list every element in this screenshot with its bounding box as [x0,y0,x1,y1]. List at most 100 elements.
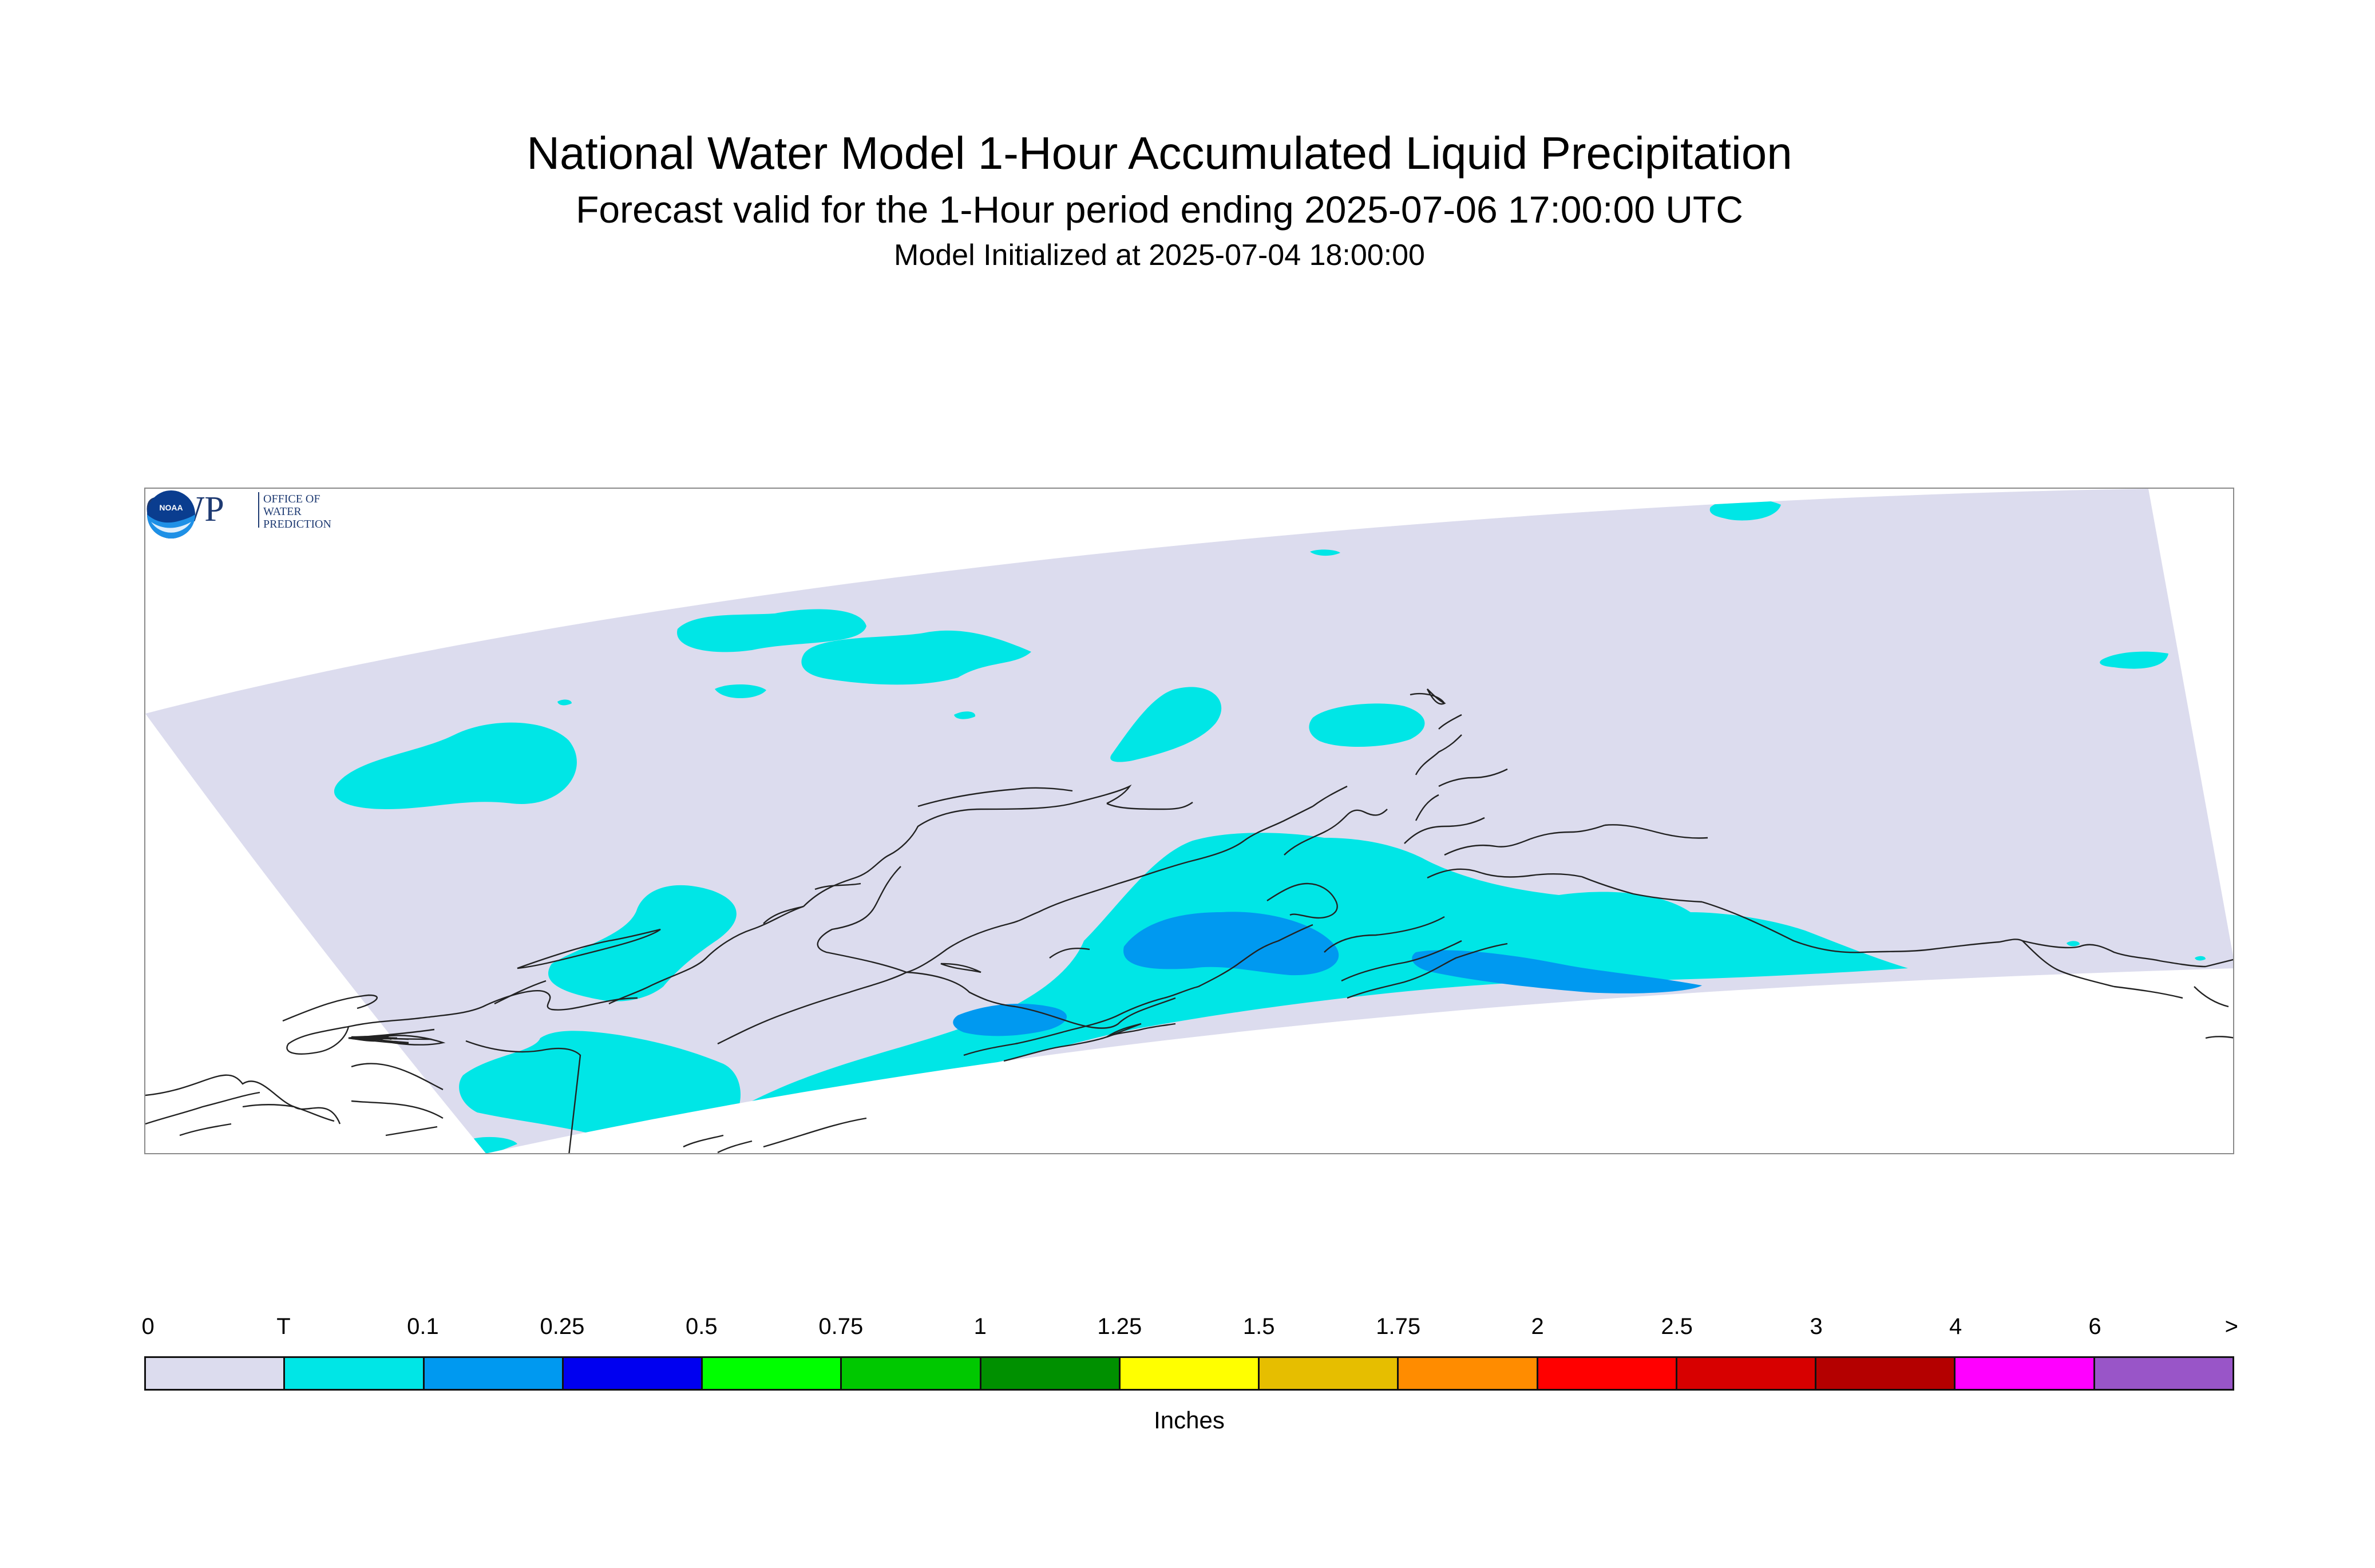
precip-blob [677,609,866,652]
precipitation-map: OWP OFFICE OF WATER PREDICTION NOAA [144,488,2234,1154]
colorbar-tick-label: 1.5 [1242,1314,1275,1339]
coastline [465,1040,581,1153]
coastline [1404,817,1485,844]
coastline [1003,1023,1176,1062]
coastline [1427,868,1582,879]
map-subtitle: Forecast valid for the 1-Hour period end… [576,188,1743,231]
precip-blob [462,1137,517,1153]
colorbar-tick-label: 2 [1531,1314,1544,1339]
coastline [348,1037,409,1045]
coastline [763,905,804,924]
colorbar-bin [842,1358,981,1389]
coastline [494,980,547,1005]
coastline [1438,768,1508,787]
colorbar-tick-label: 0.75 [818,1314,864,1339]
colorbar-tick-label: 1 [973,1314,987,1339]
coastline [145,1074,341,1124]
coastline [1347,943,1508,999]
coastline [1410,692,1445,704]
coastline [2022,940,2115,988]
colorbar-tick-label: > [2224,1314,2239,1339]
precip-blob [2100,651,2168,669]
colorbar-bin [1538,1358,1677,1389]
colorbar-bin [1816,1358,1956,1389]
coastlines [145,688,2233,1153]
colorbar-tick-label: 0.1 [407,1314,439,1339]
svg-text:OFFICE OF: OFFICE OF [263,493,320,505]
coastline [351,1063,444,1091]
colorbar-tick-label: 0 [141,1314,155,1339]
coastline [1324,916,1445,953]
coastline [282,994,378,1022]
colorbar-bin [1399,1358,1538,1389]
noaa-logo: NOAA [147,490,195,538]
coastline [963,985,1199,1056]
colorbar-bin [424,1358,564,1389]
colorbar-tick-label: 4 [1949,1314,1962,1339]
map-canvas [145,489,2233,1153]
coastline [2113,985,2183,999]
coastline [814,882,861,890]
coastline [2022,940,2206,968]
colorbar-bin [981,1358,1121,1389]
precip-blob [1309,703,1425,747]
coastline [385,1126,438,1137]
precip-blob [1709,498,1781,521]
coastline [817,900,907,973]
precip-light-areas [953,912,1702,1036]
coastline [1415,794,1439,821]
colorbar-tick-label: T [276,1314,291,1339]
precip-blob [1412,950,1702,993]
coastline [351,1100,444,1119]
coastline [1444,838,1531,856]
precip-blob [745,833,1908,1113]
colorbar-tick-label: 0.25 [540,1314,585,1339]
colorbar-tick-label: 0.5 [686,1314,718,1339]
coastline [1312,785,1348,807]
precip-blob [954,711,976,719]
colorbar-bin [1260,1358,1399,1389]
coastline [1266,882,1338,919]
coastline [877,866,901,901]
colorbar-bin [563,1358,703,1389]
colorbar-tick-label: 2.5 [1661,1314,1693,1339]
colorbar-bin [1120,1358,1260,1389]
svg-text:PREDICTION: PREDICTION [263,518,331,530]
coastline [717,971,907,1045]
coastline [2194,986,2229,1008]
coastline [1106,802,1193,810]
coastline [763,1117,867,1148]
colorbar-bin [285,1358,425,1389]
coastline [1581,876,1703,903]
coastline [179,1123,232,1137]
coastline [1347,809,1388,816]
colorbar-bin [703,1358,842,1389]
coastline [2205,1036,2233,1039]
coastline [906,911,1039,973]
coastline [906,971,1176,1029]
svg-text:NOAA: NOAA [159,503,183,512]
coastline [1284,814,1348,856]
colorbar-tick-label: 1.75 [1376,1314,1421,1339]
coastline [917,787,1073,807]
model-domain [145,489,2233,1153]
colorbar [144,1356,2234,1391]
precip-blob [2195,956,2206,961]
coastline [1415,734,1462,775]
precip-blob [1110,687,1222,762]
coastline [803,784,1132,907]
precip-trace-areas [334,498,2206,1153]
coastline [683,1134,724,1148]
precip-blob [557,699,572,706]
map-title: National Water Model 1-Hour Accumulated … [527,128,1792,179]
coastline [1049,947,1090,959]
coastline [1438,714,1462,730]
coastline [286,1025,350,1055]
coastline [1341,940,1462,982]
init-time: Model Initialized at 2025-07-04 18:00:00 [894,239,1425,272]
svg-text:WATER: WATER [263,505,302,518]
colorbar-tick-label: 6 [2088,1314,2101,1339]
coastline [1530,824,1605,840]
colorbar-bin [1677,1358,1817,1389]
colorbar-bin [146,1358,286,1389]
